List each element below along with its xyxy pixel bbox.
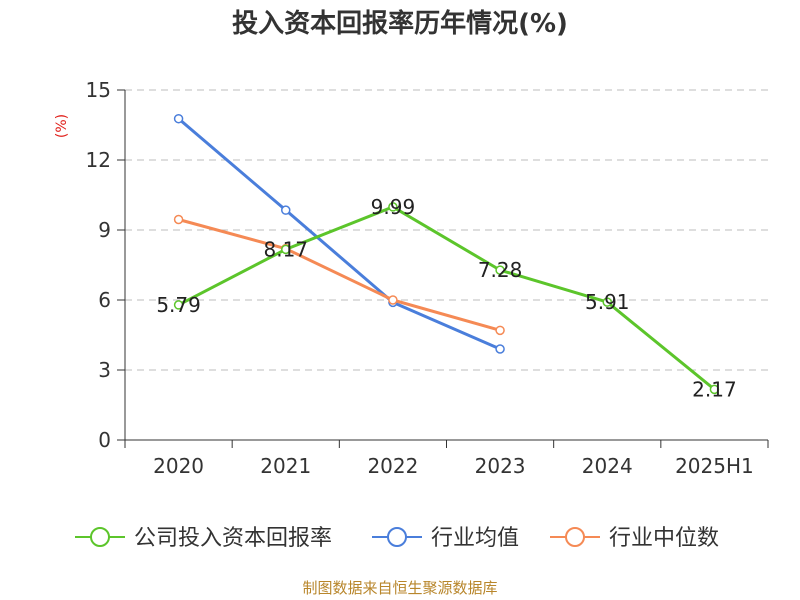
y-tick-label: 3 bbox=[98, 358, 111, 382]
y-tick-label: 12 bbox=[86, 148, 111, 172]
legend-label: 行业中位数 bbox=[609, 526, 719, 551]
series-line bbox=[177, 117, 501, 351]
data-point bbox=[173, 300, 184, 310]
data-label: 5.91 bbox=[585, 290, 630, 314]
data-point bbox=[495, 344, 505, 354]
legend-marker bbox=[387, 527, 407, 547]
data-point bbox=[709, 384, 720, 395]
y-tick-label: 6 bbox=[98, 288, 111, 312]
x-tick-label: 2025H1 bbox=[675, 454, 754, 478]
chart-title: 投入资本回报率历年情况(%) bbox=[232, 8, 568, 39]
axes: 0 3 6 9 12 15 2020 2021 2022 2023 2024 2025H1 bbox=[86, 78, 769, 478]
legend-label: 公司投入资本回报率 bbox=[134, 526, 332, 551]
x-tick-label: 2024 bbox=[582, 454, 633, 478]
y-tick-label: 0 bbox=[98, 428, 111, 452]
data-label: 7.28 bbox=[478, 258, 523, 282]
data-point bbox=[173, 113, 184, 124]
source-note: 制图数据来自恒生聚源数据库 bbox=[302, 579, 497, 597]
data-point bbox=[495, 325, 505, 336]
y-tick-label: 15 bbox=[86, 78, 111, 102]
x-tick-label: 2022 bbox=[367, 454, 418, 478]
legend: 公司投入资本回报率 行业均值 行业中位数 bbox=[75, 526, 719, 551]
y-tick-label: 9 bbox=[98, 218, 111, 242]
data-point bbox=[388, 202, 398, 212]
series-line bbox=[177, 205, 716, 391]
legend-marker bbox=[565, 527, 585, 547]
series-line bbox=[178, 218, 501, 332]
data-label: 2.17 bbox=[692, 377, 737, 401]
legend-label: 行业均值 bbox=[431, 526, 519, 551]
data-point bbox=[173, 214, 184, 225]
data-point bbox=[281, 205, 291, 215]
y-axis-unit-label: (%) bbox=[54, 114, 70, 138]
data-label: 9.99 bbox=[371, 195, 416, 219]
data-point bbox=[388, 295, 398, 305]
data-label: 5.79 bbox=[156, 293, 201, 317]
x-tick-label: 2020 bbox=[153, 454, 204, 478]
data-point bbox=[602, 297, 612, 307]
data-labels: 5.79 8.17 9.99 7.28 5.91 2.17 bbox=[156, 195, 736, 401]
x-tick-label: 2023 bbox=[475, 454, 526, 478]
data-point bbox=[281, 244, 291, 255]
data-point bbox=[495, 265, 505, 275]
series-lines bbox=[173, 113, 720, 395]
legend-marker bbox=[90, 527, 110, 547]
x-tick-label: 2021 bbox=[260, 454, 311, 478]
data-label: 8.17 bbox=[263, 237, 308, 261]
